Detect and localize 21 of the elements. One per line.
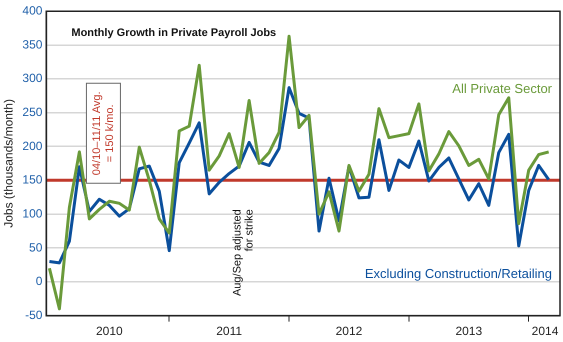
y-tick-label: 400 — [22, 4, 43, 18]
series-label: All Private Sector — [452, 80, 553, 96]
y-tick-label: 300 — [22, 71, 43, 86]
y-tick-label: 0 — [36, 274, 43, 288]
text: Monthly Growth in Private Payroll Jobs — [71, 27, 276, 40]
y-tick-label: 200 — [22, 138, 43, 153]
text: Excluding Construction/Retailing — [364, 266, 552, 281]
x-tick-label: 2013 — [455, 324, 482, 338]
y-tick-label: 350 — [22, 37, 43, 52]
y-axis-title: Jobs (thousands/month) — [2, 99, 16, 228]
x-tick-label: 2010 — [96, 324, 123, 338]
y-tick-label: 250 — [22, 104, 43, 119]
ref-line-label: 04/10–11/11 Avg. = 150 k/mo. — [90, 91, 116, 176]
y-tick-label: 150 — [22, 172, 43, 187]
y-tick-label: -50 — [25, 308, 43, 322]
y-tick-label: 50 — [29, 240, 43, 254]
x-tick-label: 2014 — [532, 324, 559, 338]
annotation: Aug/Sep adjusted for strike — [231, 209, 256, 296]
x-tick-label: 2012 — [336, 324, 363, 338]
y-tick-label: 100 — [22, 206, 43, 220]
x-tick-label: 2011 — [216, 324, 242, 338]
